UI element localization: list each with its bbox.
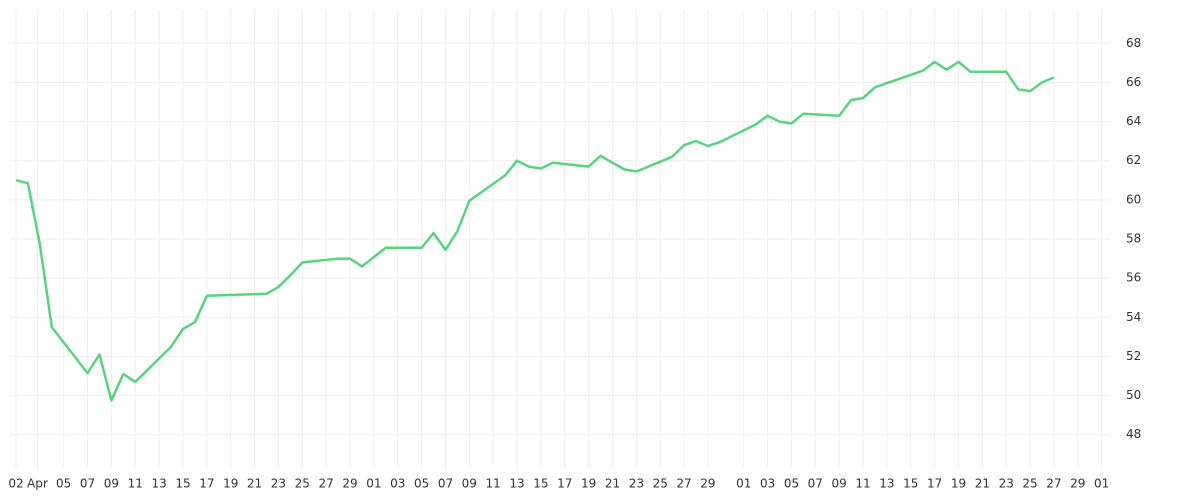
y-tick-label: 56 bbox=[1126, 271, 1141, 285]
x-tick-label: 23 bbox=[271, 477, 286, 491]
x-tick-label: 07 bbox=[80, 477, 95, 491]
x-tick-label: 07 bbox=[808, 477, 823, 491]
x-tick-label: 11 bbox=[128, 477, 143, 491]
x-tick-label: 03 bbox=[760, 477, 775, 491]
x-tick-label: 19 bbox=[223, 477, 238, 491]
x-tick-label: 09 bbox=[104, 477, 119, 491]
x-tick-label: 05 bbox=[414, 477, 429, 491]
y-tick-label: 50 bbox=[1126, 388, 1141, 402]
line-series bbox=[15, 60, 1055, 402]
y-tick-label: 48 bbox=[1126, 427, 1141, 441]
x-tick-label: 25 bbox=[1022, 477, 1037, 491]
x-tick-label: 13 bbox=[879, 477, 894, 491]
x-tick-label: 15 bbox=[533, 477, 548, 491]
y-tick-label: 54 bbox=[1126, 310, 1141, 324]
x-tick-label: 09 bbox=[462, 477, 477, 491]
x-tick-label: 17 bbox=[199, 477, 214, 491]
x-tick-label: 03 bbox=[390, 477, 405, 491]
x-tick-label: 29 bbox=[700, 477, 715, 491]
x-tick-label: 01 bbox=[366, 477, 381, 491]
x-tick-label: 19 bbox=[581, 477, 596, 491]
x-tick-label: 23 bbox=[629, 477, 644, 491]
x-tick-label: 07 bbox=[438, 477, 453, 491]
x-tick-label: 09 bbox=[832, 477, 847, 491]
x-tick-label: 29 bbox=[1070, 477, 1085, 491]
x-tick-label: 01 bbox=[1094, 477, 1109, 491]
x-tick-label: 23 bbox=[999, 477, 1014, 491]
x-tick-label: 15 bbox=[175, 477, 190, 491]
x-tick-label: 21 bbox=[247, 477, 262, 491]
x-tick-label: 27 bbox=[319, 477, 334, 491]
x-tick-label: 21 bbox=[975, 477, 990, 491]
x-tick-label: 27 bbox=[1046, 477, 1061, 491]
x-tick-label: 21 bbox=[605, 477, 620, 491]
y-tick-label: 68 bbox=[1126, 36, 1141, 50]
x-tick-label: Apr bbox=[27, 477, 48, 491]
x-tick-label: 13 bbox=[151, 477, 166, 491]
y-tick-label: 60 bbox=[1126, 192, 1141, 206]
x-tick-label: 13 bbox=[509, 477, 524, 491]
y-tick-label: 58 bbox=[1126, 232, 1141, 246]
x-tick-label: 29 bbox=[342, 477, 357, 491]
x-tick-label: 25 bbox=[295, 477, 310, 491]
x-tick-label: 15 bbox=[903, 477, 918, 491]
y-tick-label: 64 bbox=[1126, 114, 1141, 128]
x-tick-label: 27 bbox=[676, 477, 691, 491]
x-tick-label: 01 bbox=[736, 477, 751, 491]
x-tick-label: 02 bbox=[8, 477, 23, 491]
y-tick-label: 52 bbox=[1126, 349, 1141, 363]
x-tick-label: 17 bbox=[927, 477, 942, 491]
x-tick-label: 25 bbox=[653, 477, 668, 491]
x-tick-label: 05 bbox=[784, 477, 799, 491]
x-tick-label: 11 bbox=[855, 477, 870, 491]
x-tick-label: 19 bbox=[951, 477, 966, 491]
x-tick-label: 17 bbox=[557, 477, 572, 491]
x-tick-label: 11 bbox=[486, 477, 501, 491]
x-tick-label: 05 bbox=[56, 477, 71, 491]
y-tick-label: 66 bbox=[1126, 75, 1141, 89]
y-tick-label: 62 bbox=[1126, 153, 1141, 167]
